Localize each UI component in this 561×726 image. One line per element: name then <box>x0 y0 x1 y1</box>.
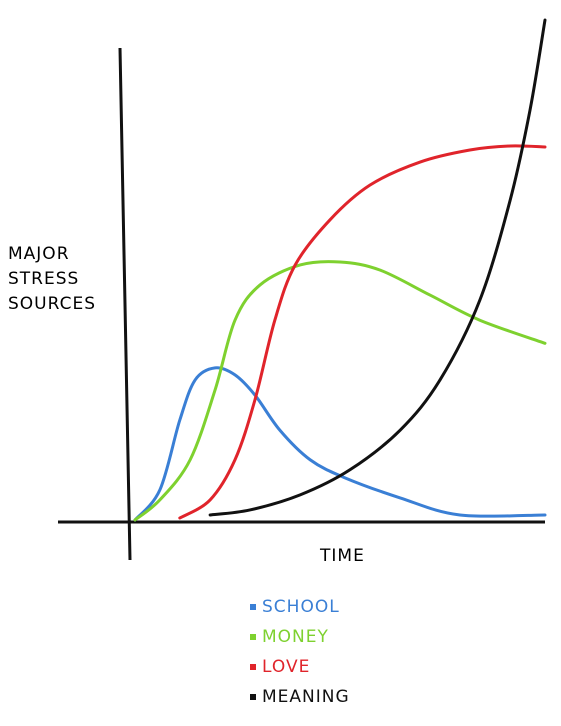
legend-swatch <box>250 634 256 640</box>
legend-swatch <box>250 694 256 700</box>
legend-swatch <box>250 664 256 670</box>
legend-label: SCHOOL <box>262 597 340 617</box>
y-axis-label: SOURCES <box>8 294 96 314</box>
y-axis-label: MAJOR <box>8 244 70 264</box>
x-axis-label: TIME <box>319 546 365 566</box>
y-axis <box>118 47 132 561</box>
legend-label: MONEY <box>262 627 329 647</box>
series-line <box>133 260 547 522</box>
series-line <box>178 144 547 520</box>
legend-swatch <box>250 604 256 610</box>
legend-label: LOVE <box>262 657 310 677</box>
legend-label: MEANING <box>262 687 350 707</box>
series-line <box>208 18 547 517</box>
y-axis-label: STRESS <box>8 269 79 289</box>
x-axis <box>57 520 546 524</box>
